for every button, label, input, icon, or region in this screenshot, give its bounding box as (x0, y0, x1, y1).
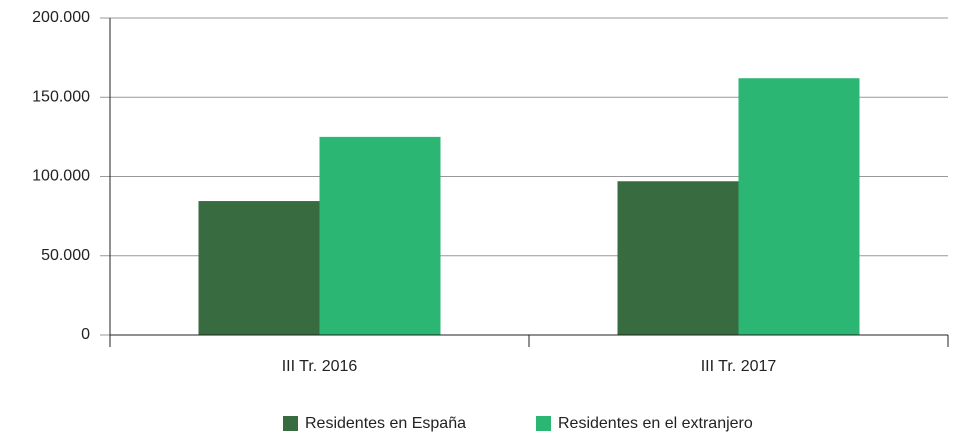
bar (617, 181, 739, 335)
bar (738, 78, 860, 335)
legend-label: Residentes en el extranjero (558, 415, 753, 432)
bar (319, 136, 441, 335)
y-tick-label: 100.000 (32, 168, 90, 185)
legend-swatch (536, 416, 551, 431)
y-tick-label: 50.000 (41, 247, 90, 264)
y-tick-label: 150.000 (32, 88, 90, 105)
legend-swatch (283, 416, 298, 431)
y-tick-label: 0 (81, 326, 90, 343)
x-tick-label: III Tr. 2017 (701, 358, 777, 375)
legend-label: Residentes en España (305, 415, 466, 432)
y-tick-label: 200.000 (32, 9, 90, 26)
bar (198, 201, 320, 335)
x-tick-label: III Tr. 2016 (282, 358, 358, 375)
